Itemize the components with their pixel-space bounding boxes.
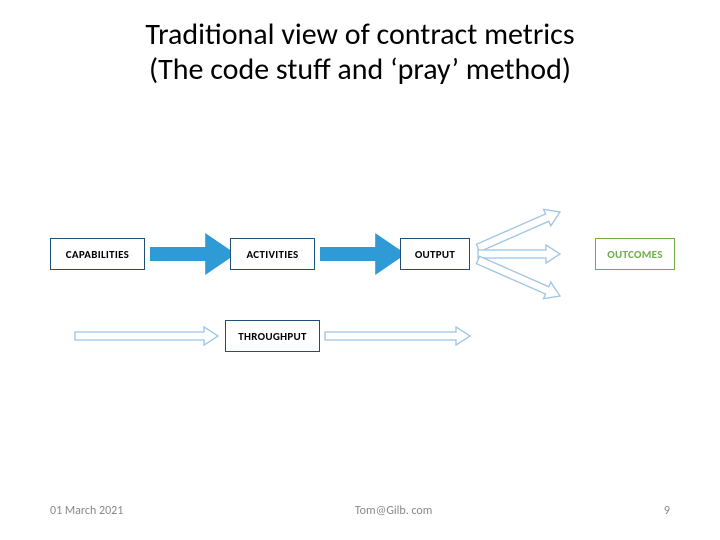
outline-arrow-h-1: [325, 327, 470, 345]
outline-arrow-diag-1: [478, 245, 560, 263]
box-capabilities: CAPABILITIES: [50, 238, 145, 270]
box-throughput: THROUGHPUT: [225, 320, 320, 352]
outline-arrow-h-0: [75, 327, 218, 345]
title-line-1: Traditional view of contract metrics: [0, 18, 720, 53]
box-outcomes: OUTCOMES: [595, 238, 675, 270]
footer-email: Tom@Gilb. com: [123, 504, 664, 518]
title-line-2: (The code stuff and ‘pray’ method): [0, 53, 720, 88]
slide-footer: 01 March 2021 Tom@Gilb. com 9: [50, 504, 670, 518]
box-output: OUTPUT: [400, 238, 470, 270]
flow-diagram: CAPABILITIES ACTIVITIES OUTPUT OUTCOMES THRO…: [40, 200, 680, 400]
footer-date: 01 March 2021: [50, 504, 123, 518]
box-activities: ACTIVITIES: [230, 238, 315, 270]
diagram-arrows: [40, 200, 680, 400]
footer-page: 9: [664, 504, 670, 518]
slide-title: Traditional view of contract metrics (Th…: [0, 18, 720, 87]
